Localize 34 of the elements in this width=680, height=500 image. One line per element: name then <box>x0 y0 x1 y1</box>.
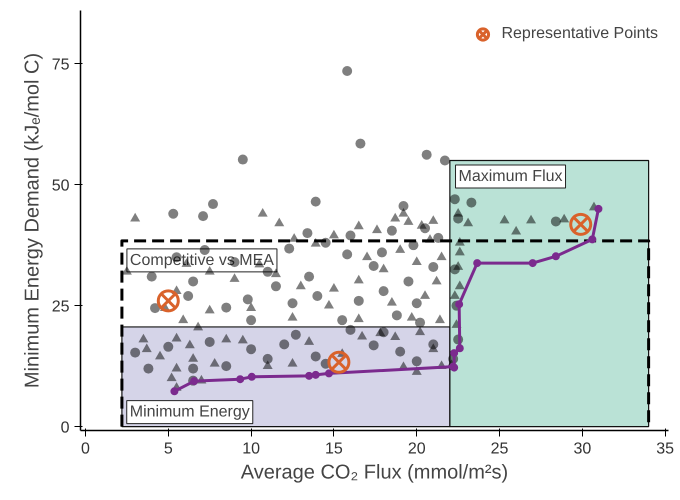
x-tick-label: 35 <box>656 440 674 458</box>
x-tick-label: 20 <box>408 440 426 458</box>
x-tick-label: 5 <box>164 440 173 458</box>
point <box>455 300 464 308</box>
annotation: Maximum Flux <box>458 168 563 185</box>
point <box>324 369 333 378</box>
point <box>552 252 560 260</box>
point <box>594 204 602 213</box>
point <box>456 344 464 352</box>
point <box>248 372 256 381</box>
point <box>528 259 537 268</box>
point <box>170 387 178 396</box>
point <box>236 375 244 384</box>
point <box>327 350 350 374</box>
x-tick-label: 0 <box>81 440 90 458</box>
point <box>569 212 592 236</box>
x-tick-label: 30 <box>573 440 592 458</box>
point <box>450 349 458 358</box>
point <box>305 372 314 380</box>
y-tick-label: 0 <box>60 420 70 437</box>
point <box>588 235 596 244</box>
legend-label: Representative Points <box>501 25 658 43</box>
y-tick-label: 25 <box>52 298 70 316</box>
point <box>312 370 320 379</box>
annotation: Minimum Energy <box>130 404 250 421</box>
y-tick-label: 50 <box>52 178 70 195</box>
x-tick-label: 25 <box>490 440 509 458</box>
x-axis-title: Average CO₂ Flux (mmol/m²s) <box>240 462 508 484</box>
point <box>473 259 482 268</box>
y-tick-label: 75 <box>52 56 70 74</box>
y-axis-title: Minimum Energy Demand (kJₑ/mol C) <box>22 52 44 388</box>
x-tick-label: 15 <box>325 440 343 458</box>
x-tick-label: 10 <box>242 440 260 458</box>
point <box>156 289 180 312</box>
